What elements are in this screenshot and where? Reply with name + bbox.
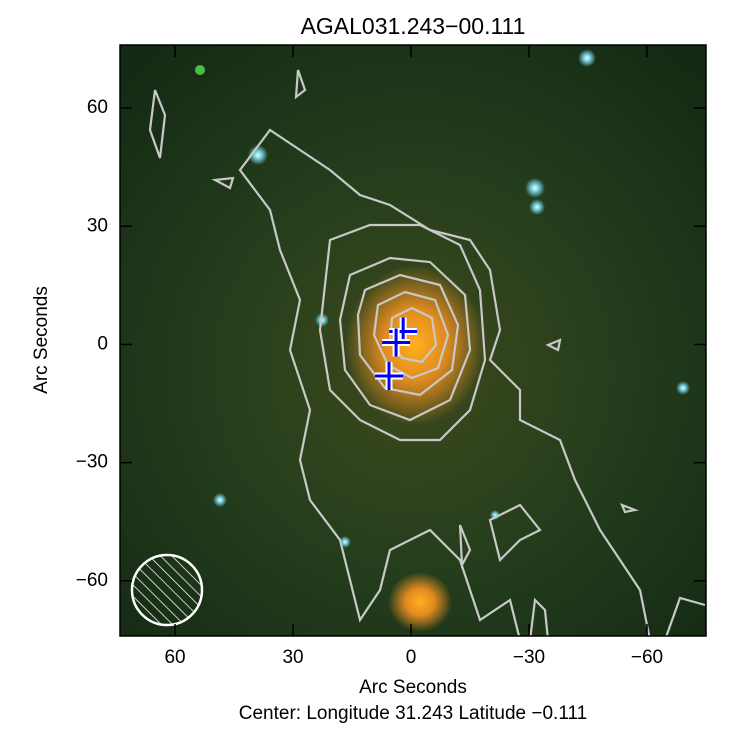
beam xyxy=(130,553,204,627)
y-tick-label: −30 xyxy=(76,452,108,473)
plot-frame xyxy=(119,44,707,637)
contour xyxy=(148,89,167,159)
y-tick-label: 0 xyxy=(97,333,108,354)
y-axis-label: Arc Seconds xyxy=(31,286,52,394)
contour xyxy=(488,503,542,563)
contour xyxy=(545,338,562,352)
chart-title: AGAL031.243−00.111 xyxy=(301,13,526,39)
contour xyxy=(338,256,472,422)
y-tick-label: 30 xyxy=(87,215,108,236)
x-tick-label: 60 xyxy=(164,647,185,668)
source-marker xyxy=(382,328,411,357)
sky-image xyxy=(120,45,706,636)
contour xyxy=(318,223,487,442)
x-tick-label: 0 xyxy=(406,647,417,668)
x-axis-label: Arc Seconds xyxy=(359,677,467,698)
x-tick-label: 30 xyxy=(282,647,303,668)
contour xyxy=(458,524,472,570)
y-tick-label: 60 xyxy=(87,97,108,118)
x-tick-label: −30 xyxy=(513,647,545,668)
cross xyxy=(382,328,411,357)
contour xyxy=(211,176,235,190)
contour xyxy=(238,128,651,636)
cross xyxy=(375,361,404,390)
contour xyxy=(294,69,307,100)
contour xyxy=(356,273,460,397)
source-marker xyxy=(375,361,404,390)
subtitle: Center: Longitude 31.243 Latitude −0.111 xyxy=(239,703,587,724)
y-tick-label: −60 xyxy=(76,570,108,591)
x-tick-label: −60 xyxy=(631,647,663,668)
contour xyxy=(619,503,639,514)
contour xyxy=(529,596,706,636)
contour xyxy=(372,290,450,380)
